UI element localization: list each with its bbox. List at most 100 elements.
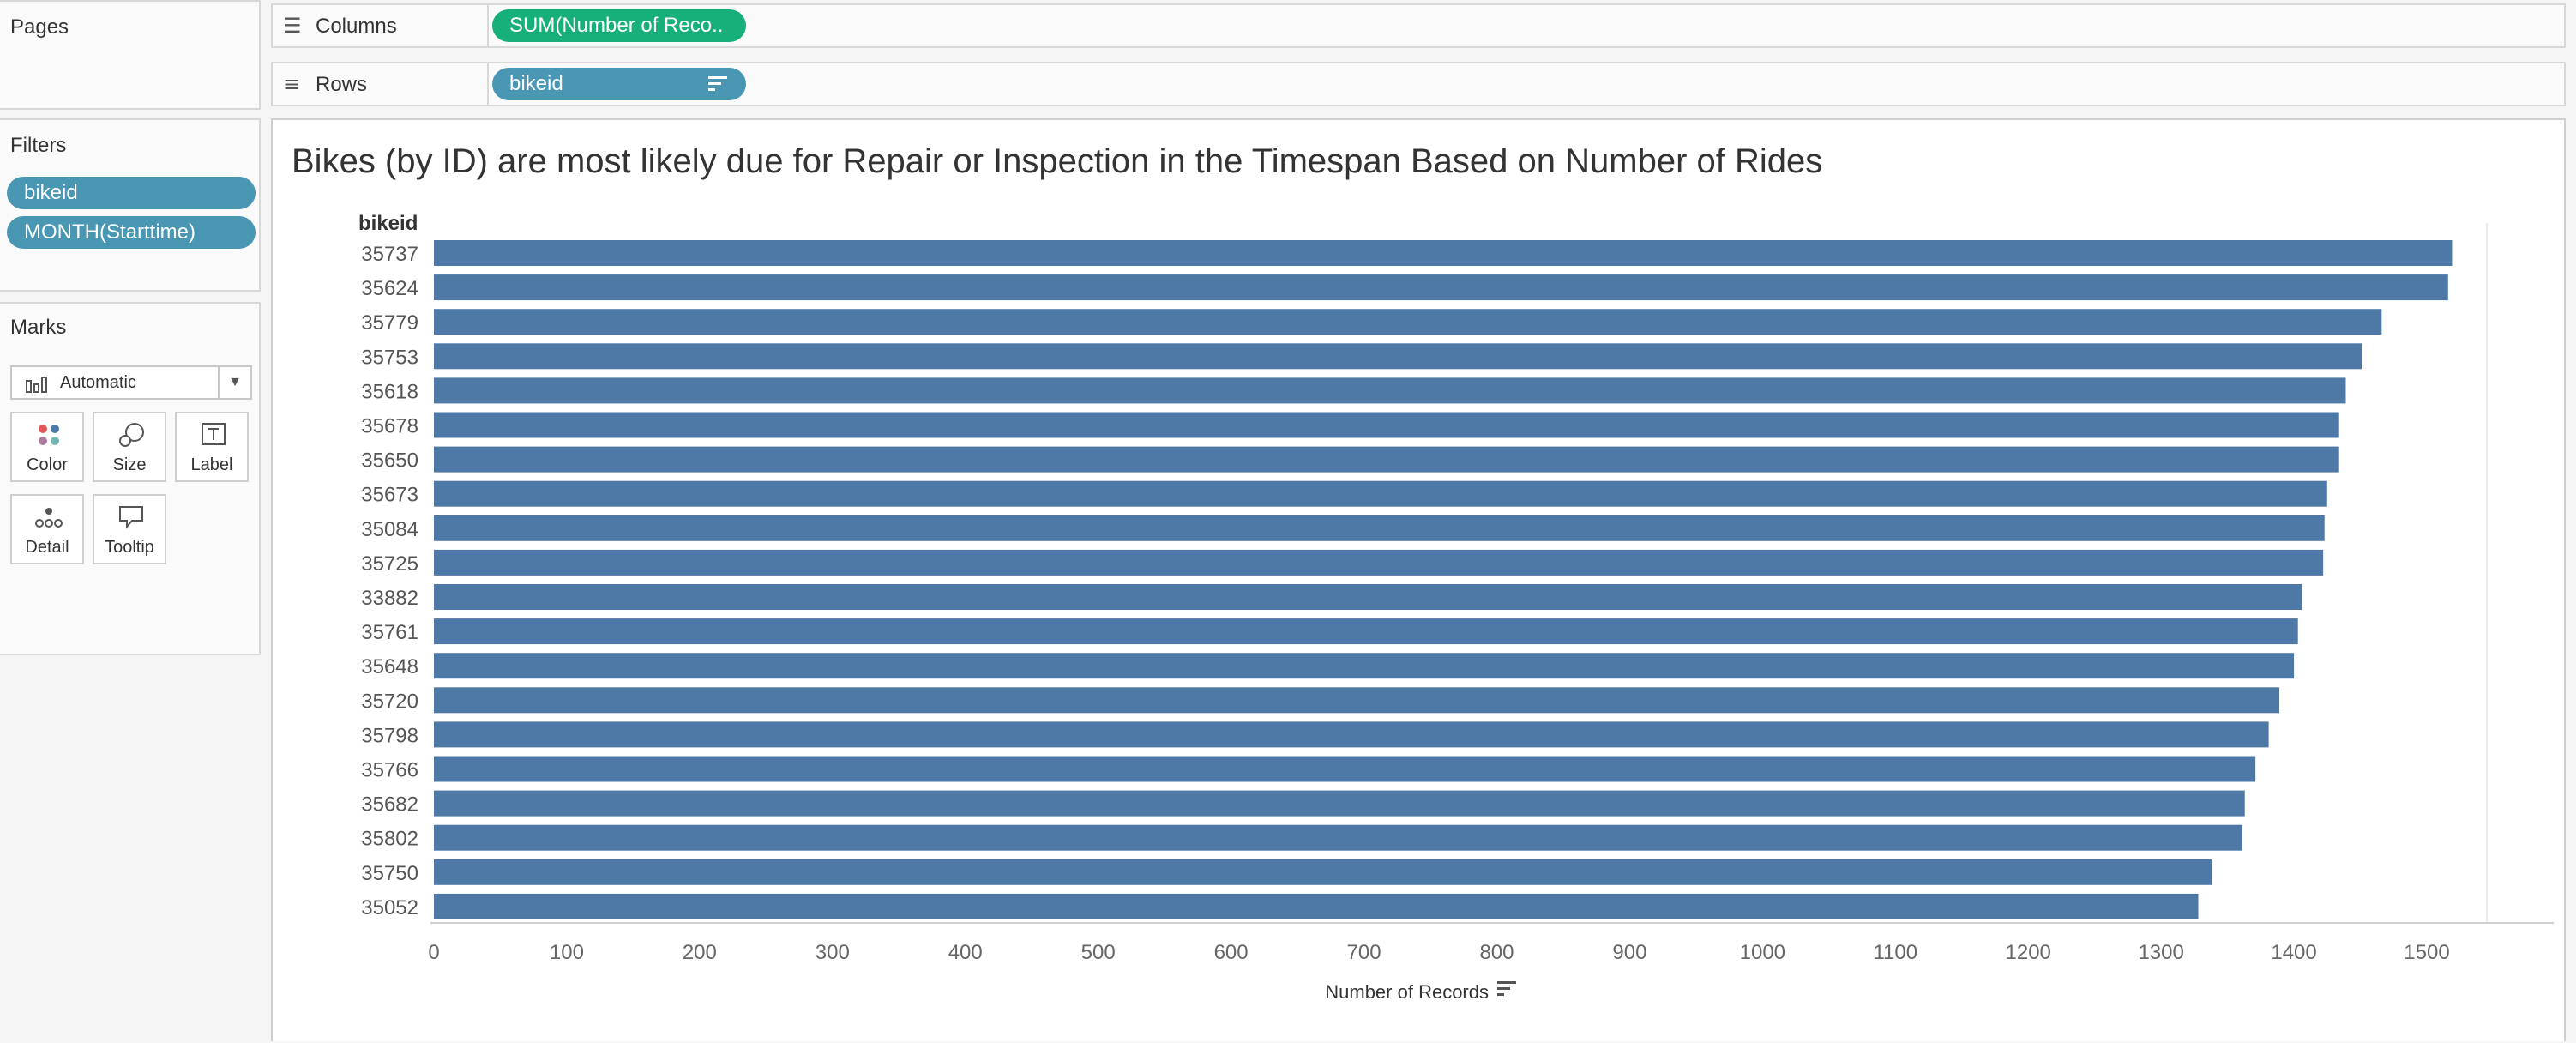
bar[interactable] xyxy=(434,343,2362,370)
row-label: 35798 xyxy=(361,724,418,747)
bar[interactable] xyxy=(434,790,2245,817)
x-tick-label: 700 xyxy=(1347,941,1381,964)
row-label: 35682 xyxy=(361,793,418,817)
x-axis-title: Number of Records xyxy=(1325,981,1489,1003)
color-button[interactable]: Color xyxy=(10,412,84,482)
tooltip-button[interactable]: Tooltip xyxy=(93,494,166,564)
columns-icon: ☰ xyxy=(283,14,302,38)
row-label: 35766 xyxy=(361,759,418,782)
chart-title: Bikes (by ID) are most likely due for Re… xyxy=(292,142,1823,180)
bar[interactable] xyxy=(434,893,2199,919)
row-label: 35084 xyxy=(361,518,418,541)
bar[interactable] xyxy=(434,549,2324,576)
bar[interactable] xyxy=(434,653,2295,679)
row-label: 35779 xyxy=(361,311,418,335)
x-tick-label: 1400 xyxy=(2271,941,2316,964)
size-label: Size xyxy=(112,455,147,474)
filter-pill-month-starttime[interactable]: MONTH(Starttime) xyxy=(7,216,256,249)
bar[interactable] xyxy=(434,859,2212,885)
bar[interactable] xyxy=(434,687,2280,714)
tooltip-icon xyxy=(119,506,143,529)
bar[interactable] xyxy=(434,309,2382,335)
x-tick-label: 0 xyxy=(428,941,439,964)
bar[interactable] xyxy=(434,446,2339,473)
row-label: 35802 xyxy=(361,828,418,851)
filter-pill-bikeid[interactable]: bikeid xyxy=(7,177,256,209)
row-label: 35673 xyxy=(361,484,418,507)
chevron-down-icon[interactable]: ▼ xyxy=(218,367,250,398)
x-tick-label: 500 xyxy=(1081,941,1116,964)
bar[interactable] xyxy=(434,756,2256,782)
sort-descending-icon[interactable] xyxy=(708,75,729,93)
color-icon xyxy=(39,425,59,445)
columns-pill-label: SUM(Number of Reco.. xyxy=(509,14,724,37)
rows-label: Rows xyxy=(316,73,368,96)
x-tick-label: 1100 xyxy=(1873,941,1917,964)
bar[interactable] xyxy=(434,584,2302,610)
detail-icon xyxy=(35,508,63,528)
label-label: Label xyxy=(190,455,233,474)
shelf-divider xyxy=(487,5,489,46)
row-label: 35737 xyxy=(361,243,418,266)
bar[interactable] xyxy=(434,618,2298,645)
filters-card: Filters bikeid MONTH(Starttime) xyxy=(0,118,261,292)
row-label: 35678 xyxy=(361,415,418,438)
color-label: Color xyxy=(27,455,68,474)
mark-type-value: Automatic xyxy=(60,373,136,392)
x-tick-label: 300 xyxy=(816,941,850,964)
x-tick-label: 200 xyxy=(683,941,717,964)
row-label: 35753 xyxy=(361,346,418,369)
bar[interactable] xyxy=(434,480,2327,507)
bar[interactable] xyxy=(434,515,2325,541)
row-label: 35725 xyxy=(361,552,418,576)
sort-descending-icon[interactable] xyxy=(1497,981,1516,996)
bar[interactable] xyxy=(434,412,2339,438)
mark-type-dropdown[interactable]: Automatic ▼ xyxy=(10,365,252,400)
bar[interactable] xyxy=(434,240,2453,266)
row-label: 35750 xyxy=(361,862,418,885)
marks-card: Marks Automatic ▼ Color Size Label xyxy=(0,302,261,655)
row-label: 33882 xyxy=(361,587,418,610)
bar-chart: bikeid 35737 35624 35779 35753 35618 35678 3565… xyxy=(358,212,2554,1003)
text-label-icon xyxy=(202,423,226,445)
row-label: 35618 xyxy=(361,380,418,403)
row-label: 35650 xyxy=(361,449,418,473)
x-tick-label: 100 xyxy=(550,941,584,964)
columns-shelf-label: ☰ Columns xyxy=(283,5,397,46)
row-label: 35648 xyxy=(361,655,418,678)
bar[interactable] xyxy=(434,274,2448,301)
label-button[interactable]: Label xyxy=(175,412,249,482)
rows-pill[interactable]: bikeid xyxy=(492,68,746,100)
rows-pill-label: bikeid xyxy=(509,72,563,95)
columns-pill[interactable]: SUM(Number of Reco.. xyxy=(492,9,746,42)
shelf-divider xyxy=(487,63,489,105)
x-tick-label: 1300 xyxy=(2138,941,2183,964)
pages-card: Pages xyxy=(0,0,261,110)
detail-button[interactable]: Detail xyxy=(10,494,84,564)
bar-chart-icon xyxy=(26,377,47,393)
rows-shelf-label: ≡ Rows xyxy=(283,63,367,105)
bar[interactable] xyxy=(434,377,2346,404)
bar[interactable] xyxy=(434,824,2242,851)
x-tick-label: 1200 xyxy=(2006,941,2051,964)
tooltip-label: Tooltip xyxy=(105,538,154,557)
columns-label: Columns xyxy=(316,15,397,38)
columns-shelf[interactable]: ☰ Columns SUM(Number of Reco.. xyxy=(271,3,2566,48)
x-tick-label: 800 xyxy=(1479,941,1514,964)
x-tick-label: 900 xyxy=(1612,941,1646,964)
x-tick-label: 1500 xyxy=(2404,941,2449,964)
row-label: 35624 xyxy=(361,277,418,300)
rows-icon: ≡ xyxy=(283,72,301,96)
rows-shelf[interactable]: ≡ Rows bikeid xyxy=(271,62,2566,106)
visualization-area: Bikes (by ID) are most likely due for Re… xyxy=(271,118,2566,1041)
row-label: 35761 xyxy=(361,621,418,644)
filters-title: Filters xyxy=(10,134,67,157)
row-header: bikeid xyxy=(358,212,418,235)
marks-title: Marks xyxy=(10,316,67,339)
filter-pill-label: MONTH(Starttime) xyxy=(24,220,196,244)
x-tick-label: 400 xyxy=(948,941,983,964)
bar[interactable] xyxy=(434,721,2269,748)
x-tick-label: 1000 xyxy=(1740,941,1785,964)
pages-title: Pages xyxy=(10,15,69,39)
size-button[interactable]: Size xyxy=(93,412,166,482)
